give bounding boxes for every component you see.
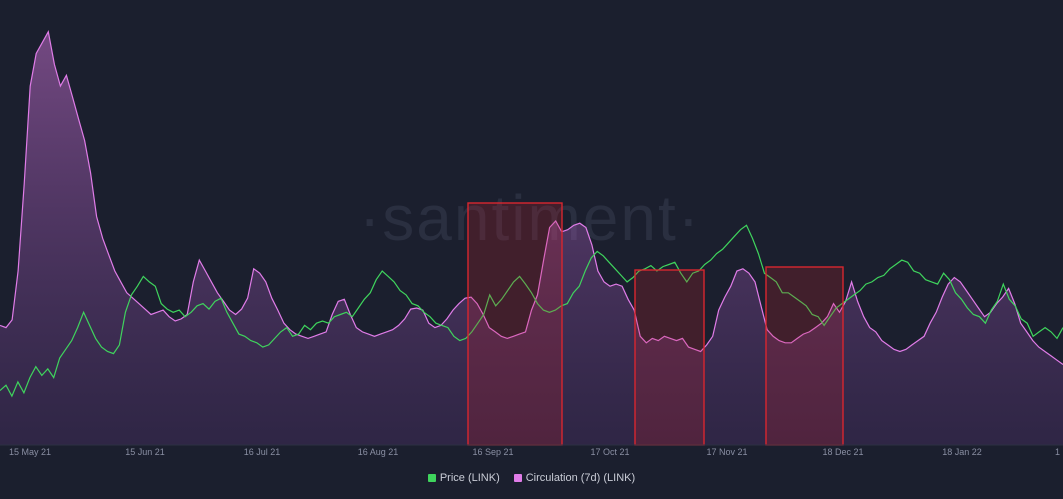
- x-tick-label: 15 May 21: [9, 447, 51, 457]
- legend: Price (LINK) Circulation (7d) (LINK): [0, 472, 1063, 484]
- legend-label-price: Price (LINK): [439, 472, 500, 484]
- legend-swatch-circulation: [513, 474, 522, 482]
- highlight-boxes: [467, 202, 844, 446]
- highlight-box-3: [765, 266, 844, 446]
- x-tick-label: 16 Jul 21: [244, 447, 281, 457]
- legend-item-circulation[interactable]: Circulation (7d) (LINK): [513, 472, 636, 484]
- watermark: ·santiment·: [359, 182, 701, 254]
- legend-swatch-price: [427, 474, 436, 482]
- x-tick-label: 17 Nov 21: [706, 447, 747, 457]
- x-axis-ticks: 15 May 21 15 Jun 21 16 Jul 21 16 Aug 21 16 S…: [9, 447, 1060, 457]
- x-tick-label: 18 Dec 21: [822, 447, 863, 457]
- highlight-box-1: [467, 202, 563, 446]
- circulation-line[interactable]: [0, 30, 1063, 365]
- circulation-area-layer: [0, 31, 1063, 446]
- x-tick-label: 1: [1055, 447, 1060, 457]
- x-tick-label: 17 Oct 21: [590, 447, 629, 457]
- x-tick-label: 15 Jun 21: [125, 447, 165, 457]
- x-tick-label: 16 Sep 21: [472, 447, 513, 457]
- circulation-area: [0, 31, 1063, 446]
- legend-label-circulation: Circulation (7d) (LINK): [525, 472, 636, 484]
- legend-item-price[interactable]: Price (LINK): [427, 472, 500, 484]
- price-line[interactable]: [0, 224, 1063, 398]
- x-tick-label: 18 Jan 22: [942, 447, 982, 457]
- x-tick-label: 16 Aug 21: [358, 447, 399, 457]
- series-lines-layer: [0, 30, 1063, 398]
- highlight-box-2: [634, 269, 705, 446]
